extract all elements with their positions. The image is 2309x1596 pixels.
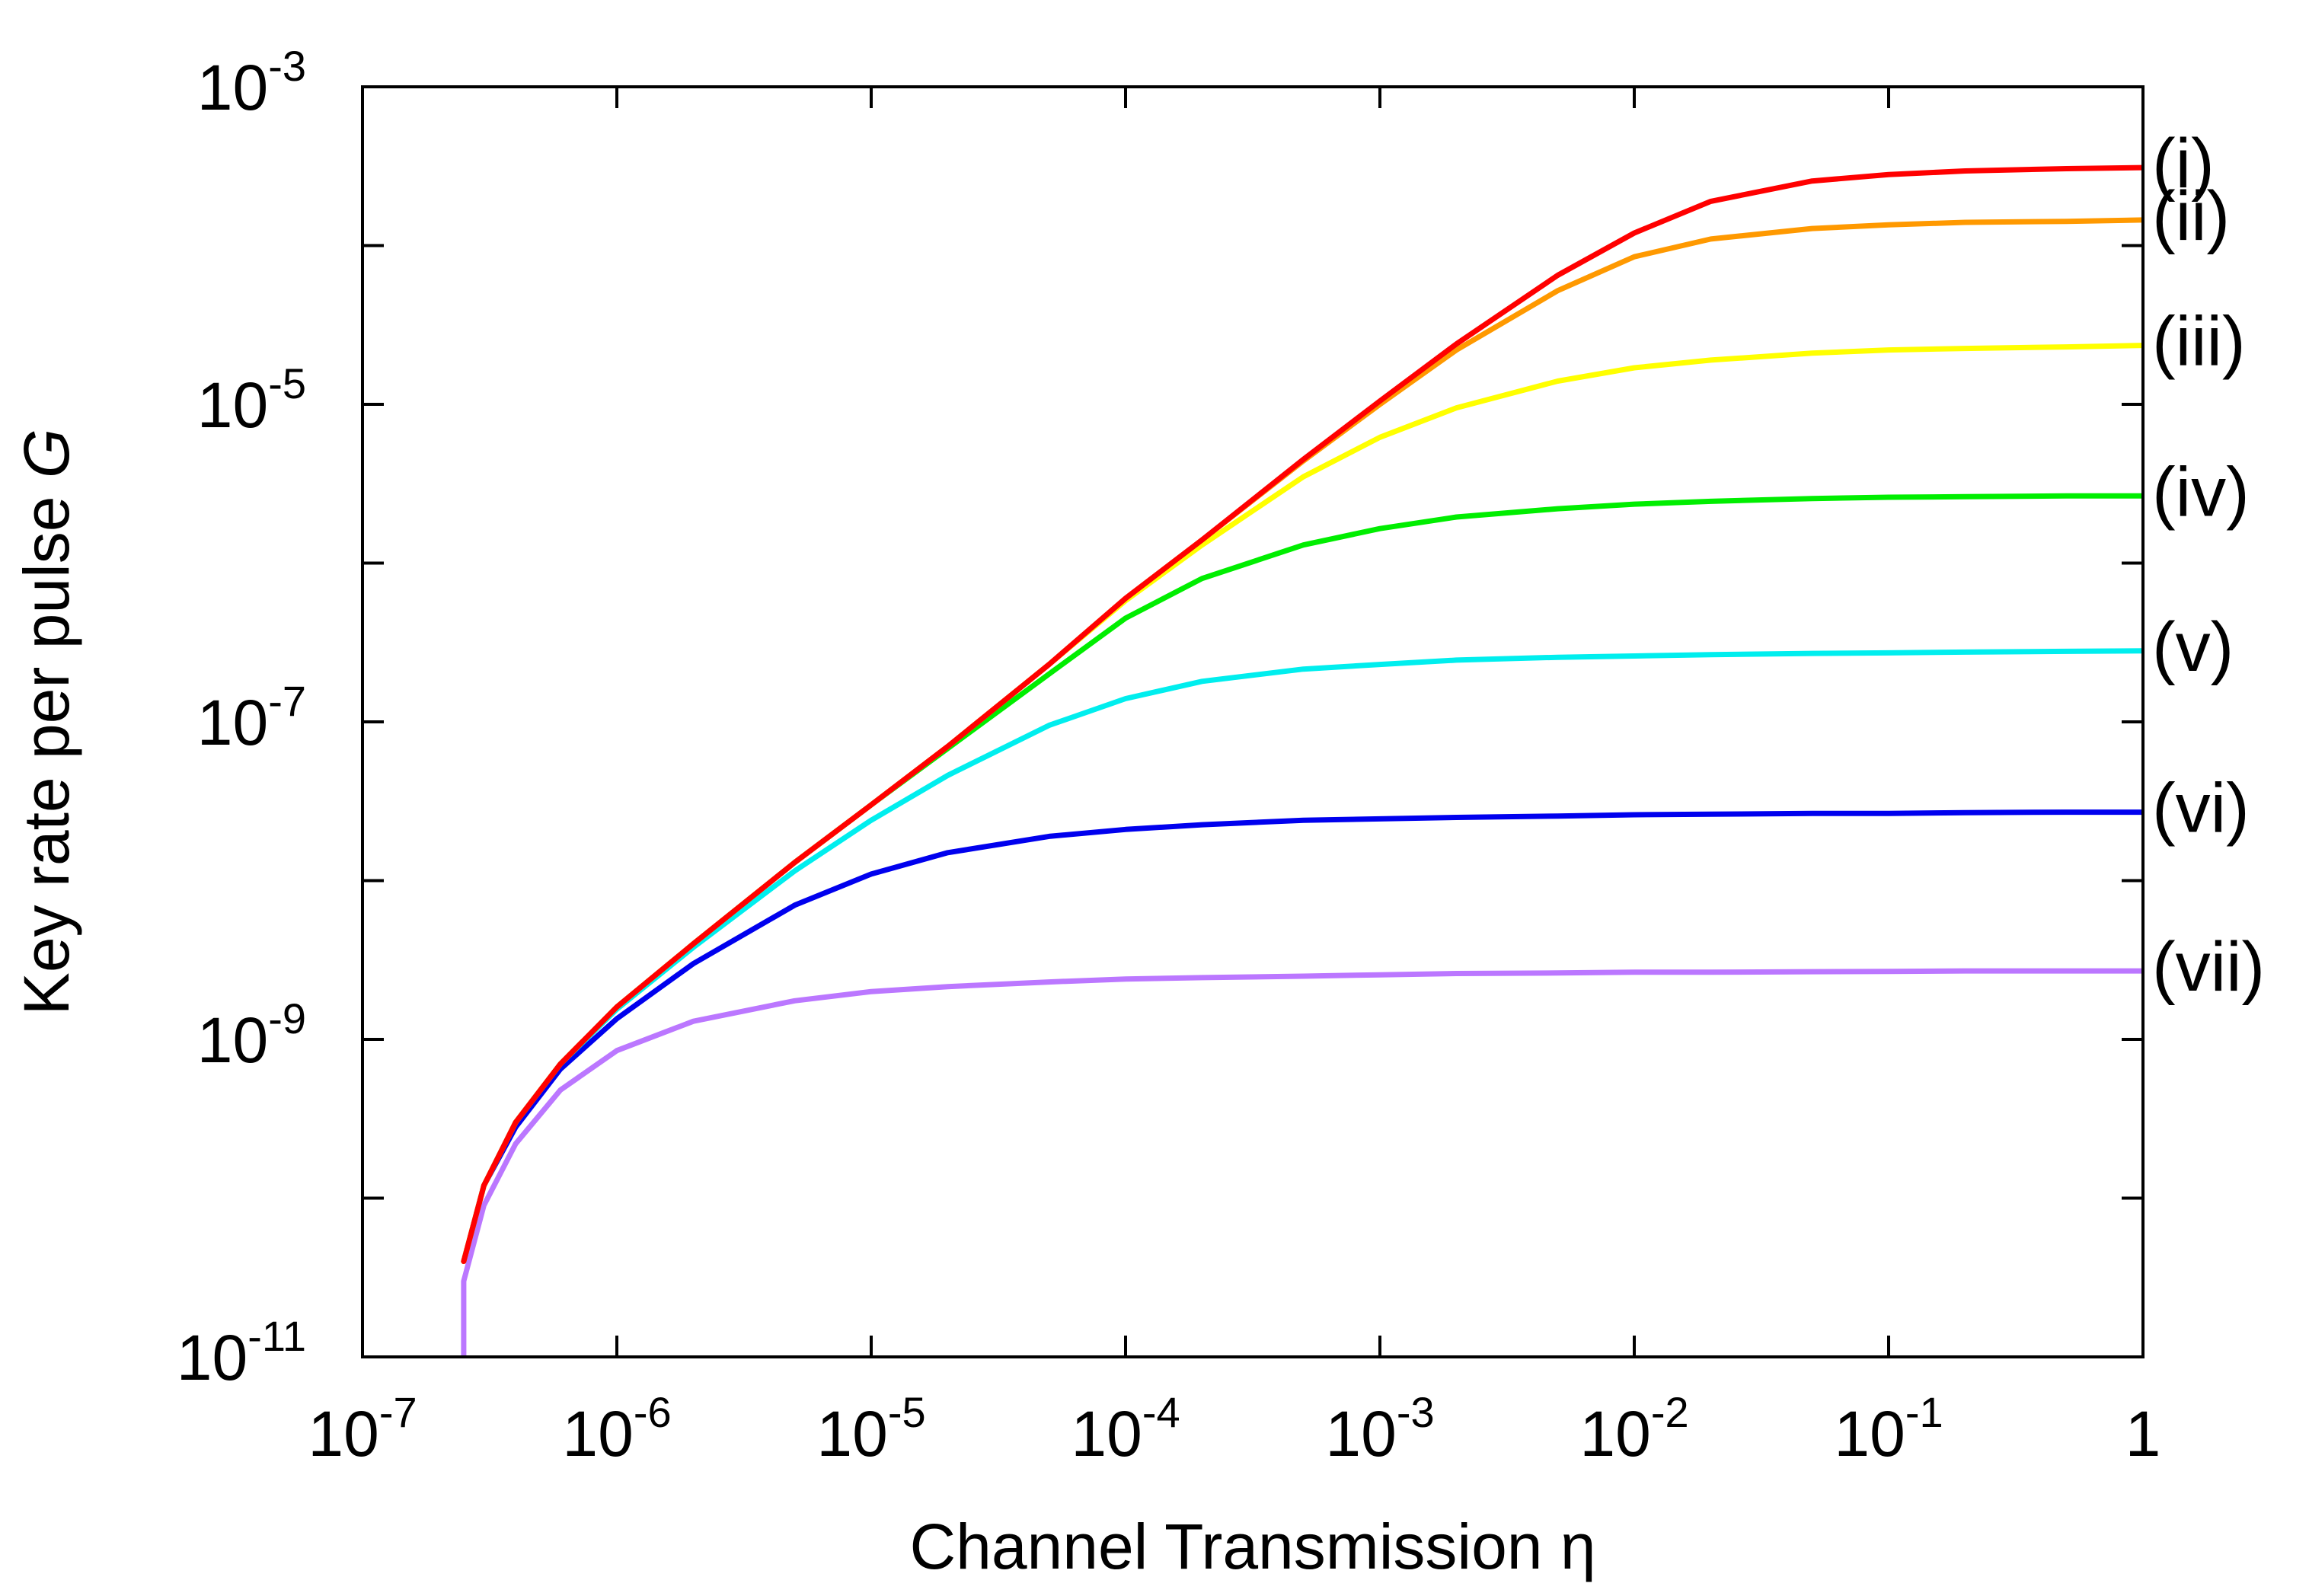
x-tick-label: 1 — [2125, 1398, 2161, 1470]
x-axis-title: Channel Transmission η — [909, 1511, 1595, 1582]
x-tick-label: 10-6 — [562, 1388, 671, 1470]
y-tick-label: 10-5 — [197, 359, 306, 441]
x-tick-label-exponent: -6 — [634, 1388, 672, 1436]
y-tick-label-base: 10 — [197, 369, 268, 441]
y-tick-label-exponent: -3 — [268, 42, 306, 90]
x-tick-label-base: 10 — [1325, 1398, 1396, 1470]
y-tick-label-exponent: -7 — [268, 677, 306, 725]
y-tick-label: 10-7 — [197, 677, 306, 758]
y-tick-label-base: 10 — [197, 687, 268, 758]
y-tick-label-base: 10 — [177, 1322, 248, 1393]
x-tick-label-base: 10 — [816, 1398, 887, 1470]
x-tick-label-base: 10 — [1071, 1398, 1142, 1470]
y-tick-label-exponent: -5 — [268, 359, 306, 407]
y-tick-label-base: 10 — [197, 52, 268, 123]
x-tick-label-exponent: -1 — [1905, 1388, 1943, 1436]
x-tick-label: 10-3 — [1325, 1388, 1434, 1470]
series-line — [461, 164, 2143, 1264]
series-label: (ii) — [2152, 177, 2230, 255]
series-label: (v) — [2152, 608, 2234, 686]
x-tick-label-base: 1 — [2125, 1398, 2161, 1470]
x-tick-label: 10-7 — [308, 1388, 417, 1470]
x-tick-label: 10-2 — [1579, 1388, 1688, 1470]
x-tick-label-base: 10 — [308, 1398, 378, 1470]
x-tick-label-base: 10 — [562, 1398, 633, 1470]
series-line — [461, 217, 2143, 1264]
series-lines — [461, 164, 2143, 1357]
y-axis-title-main: Key rate per pulse — [11, 478, 82, 1015]
y-tick-label-exponent: -11 — [248, 1312, 306, 1360]
x-tick-label: 10-4 — [1071, 1388, 1180, 1470]
series-label: (vii) — [2152, 928, 2265, 1006]
series-label: (iii) — [2152, 303, 2246, 381]
y-axis-title: Key rate per pulse G — [11, 429, 82, 1015]
x-tick-label-exponent: -4 — [1142, 1388, 1180, 1436]
y-tick-label: 10-11 — [177, 1312, 306, 1393]
y-tick-label: 10-3 — [197, 42, 306, 123]
series-labels: (i)(ii) (iii) (iv) (v) (vi) (vii) — [2152, 125, 2265, 1006]
series-label: (vi) — [2152, 770, 2250, 847]
x-tick-label: 10-1 — [1834, 1388, 1943, 1470]
series-line — [461, 493, 2143, 1264]
x-tick-label-exponent: -7 — [379, 1388, 417, 1436]
x-tick-label-exponent: -2 — [1651, 1388, 1689, 1436]
plot-frame — [361, 85, 2145, 1358]
axis-ticks: 10-7 10-6 10-5 10-4 10-3 10-2 10-1 110-1110-910… — [177, 42, 2161, 1470]
y-tick-label: 10-9 — [197, 994, 306, 1076]
series-line — [461, 343, 2143, 1264]
x-tick-label-base: 10 — [1834, 1398, 1905, 1470]
y-axis-title-variable: G — [11, 429, 82, 478]
series-line — [461, 809, 2143, 1264]
y-tick-label-base: 10 — [197, 1004, 268, 1076]
series-label: (iv) — [2152, 453, 2250, 531]
series-label: (i) — [2152, 125, 2215, 203]
x-tick-label-base: 10 — [1579, 1398, 1650, 1470]
series-line — [461, 968, 2143, 1357]
x-tick-label-exponent: -5 — [888, 1388, 926, 1436]
series-line — [461, 648, 2143, 1264]
x-tick-label-exponent: -3 — [1397, 1388, 1435, 1436]
x-tick-label: 10-5 — [816, 1388, 925, 1470]
y-tick-label-exponent: -9 — [268, 994, 306, 1042]
